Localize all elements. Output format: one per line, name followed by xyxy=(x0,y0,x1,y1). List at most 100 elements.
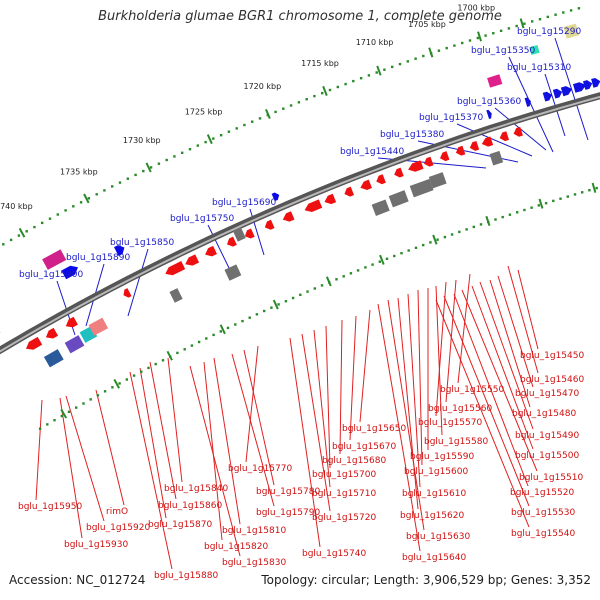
scale-dot xyxy=(499,29,503,32)
scale-dot xyxy=(356,269,360,272)
leader-line xyxy=(497,275,534,388)
special-gene xyxy=(43,349,64,368)
scale-dot xyxy=(515,24,518,28)
scale-dot xyxy=(476,36,479,40)
scale-dot xyxy=(531,20,534,23)
scale-tick xyxy=(83,193,90,204)
scale-dot xyxy=(67,410,71,413)
scale-dot xyxy=(183,348,186,351)
gene-label-reverse: bglu_1g15570 xyxy=(418,418,482,428)
leader-line xyxy=(349,315,357,441)
leader-line xyxy=(339,319,343,455)
scale-dot xyxy=(142,169,145,173)
scale-tick xyxy=(113,378,120,389)
gene-label-reverse: bglu_1g15920 xyxy=(86,523,150,533)
forward-gene xyxy=(114,245,125,257)
scale-dot xyxy=(126,177,129,180)
leader-line xyxy=(471,285,534,450)
forward-gene xyxy=(552,88,563,99)
gene-label-reverse: bglu_1g15540 xyxy=(511,529,575,539)
scale-dot xyxy=(429,241,432,244)
grey-gene xyxy=(169,288,183,303)
scale-dot xyxy=(165,158,168,162)
gene-label-reverse: bglu_1g15790 xyxy=(256,508,320,518)
scale-dot xyxy=(96,394,100,397)
scale-dot xyxy=(282,107,285,110)
scale-tick-label: 1725 kbp xyxy=(185,107,223,116)
scale-dot xyxy=(284,300,288,303)
accession-text: Accession: NC_012724 xyxy=(9,573,146,587)
scale-tick xyxy=(206,134,213,145)
scale-dot xyxy=(336,85,339,89)
scale-dot xyxy=(313,94,316,98)
scale-dot xyxy=(378,260,381,263)
leader-line xyxy=(435,299,530,528)
leader-line xyxy=(245,345,259,463)
scale-dot xyxy=(328,88,332,92)
scale-dot xyxy=(523,208,526,212)
gene-label-reverse: bglu_1g15670 xyxy=(332,442,396,452)
scale-dot xyxy=(289,104,293,107)
scale-dot xyxy=(79,201,83,204)
scale-tick xyxy=(519,18,525,29)
reverse-gene xyxy=(324,193,337,205)
grey-gene xyxy=(388,190,409,208)
gene-label-forward: bglu_1g15290 xyxy=(517,27,581,37)
gene-label-forward: bglu_1g15890 xyxy=(66,253,130,263)
scale-dot xyxy=(41,221,44,225)
forward-gene xyxy=(560,86,573,97)
reverse-gene xyxy=(344,186,355,197)
leader-line xyxy=(127,248,149,317)
gene-label-reverse: bglu_1g15460 xyxy=(520,375,584,385)
forward-gene xyxy=(61,265,78,280)
reverse-gene xyxy=(65,316,78,328)
gene-label-reverse: bglu_1g15810 xyxy=(222,526,286,536)
gene-label-reverse: bglu_1g15720 xyxy=(312,513,376,523)
grey-gene xyxy=(489,150,504,166)
scale-dot xyxy=(472,225,475,229)
scale-dot xyxy=(573,193,577,196)
reverse-gene xyxy=(499,131,510,142)
scale-dot xyxy=(484,34,487,37)
gene-label-reverse: bglu_1g15640 xyxy=(402,553,466,563)
scale-tick xyxy=(60,408,68,419)
scale-dot xyxy=(359,77,363,80)
leader-line xyxy=(489,279,531,408)
leader-line xyxy=(207,224,231,271)
gene-label-reverse: bglu_1g15830 xyxy=(222,558,286,568)
gene-label-reverse: bglu_1g15880 xyxy=(154,571,218,581)
leader-line xyxy=(95,389,125,506)
scale-dot xyxy=(234,323,237,326)
scale-dot xyxy=(205,337,208,340)
forward-gene xyxy=(542,91,553,102)
scale-dot xyxy=(537,204,540,207)
scale-tick xyxy=(376,65,382,76)
scale-dot xyxy=(212,333,215,337)
gene-label-forward: bglu_1g15440 xyxy=(340,147,404,157)
leader-line xyxy=(407,293,421,488)
scale-dot xyxy=(538,18,542,21)
gene-label-reverse: bglu_1g15680 xyxy=(322,456,386,466)
reverse-gene xyxy=(408,160,424,172)
scale-tick xyxy=(145,162,152,173)
reverse-gene xyxy=(513,126,523,137)
reverse-gene xyxy=(394,167,404,178)
scale-dot xyxy=(414,246,418,249)
forward-gene xyxy=(582,80,593,90)
scale-dot xyxy=(450,233,454,236)
leader-line xyxy=(517,269,539,350)
leader-line xyxy=(243,349,275,486)
gene-label-reverse: bglu_1g15740 xyxy=(302,549,366,559)
scale-dot xyxy=(111,185,114,188)
scale-dot xyxy=(468,39,472,42)
gene-label-reverse: bglu_1g15770 xyxy=(228,464,292,474)
scale-dot xyxy=(89,398,92,401)
forward-gene xyxy=(591,77,600,88)
leader-line xyxy=(435,281,447,417)
leader-line xyxy=(479,281,534,430)
scale-dot xyxy=(407,249,410,252)
special-gene xyxy=(88,317,109,336)
scale-dot xyxy=(72,205,75,208)
leader-line xyxy=(453,293,529,487)
reverse-gene xyxy=(481,136,494,147)
